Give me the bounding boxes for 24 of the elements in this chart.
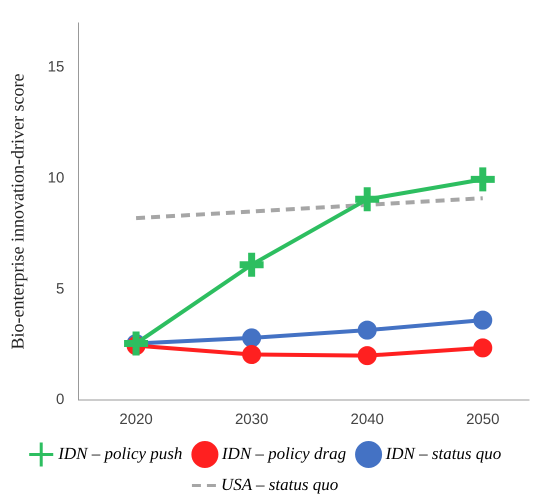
point xyxy=(240,252,264,277)
x-tick-label: 2050 xyxy=(466,411,500,428)
legend-label: IDN – policy push xyxy=(57,444,182,463)
legend-label: IDN – policy drag xyxy=(220,444,346,463)
legend-label: USA – status quo xyxy=(220,474,338,494)
point xyxy=(124,331,148,356)
point xyxy=(473,338,492,358)
y-axis-title: Bio-enterprise innovation-driver score xyxy=(8,74,28,350)
y-tick-label: 5 xyxy=(56,280,64,298)
x-tick-label: 2040 xyxy=(350,411,384,428)
point xyxy=(470,167,495,192)
x-tick-label: 2030 xyxy=(234,411,268,428)
point xyxy=(473,310,492,330)
y-tick-label: 0 xyxy=(56,391,64,408)
x-tick-label: 2020 xyxy=(119,411,153,428)
point xyxy=(358,320,377,340)
point xyxy=(242,328,262,348)
y-tick-label: 15 xyxy=(48,58,64,76)
point xyxy=(358,346,377,366)
line-series xyxy=(134,196,485,220)
y-tick-label: 10 xyxy=(48,169,64,186)
point xyxy=(355,187,380,212)
point xyxy=(242,345,262,364)
legend-label: IDN – status quo xyxy=(384,444,502,463)
